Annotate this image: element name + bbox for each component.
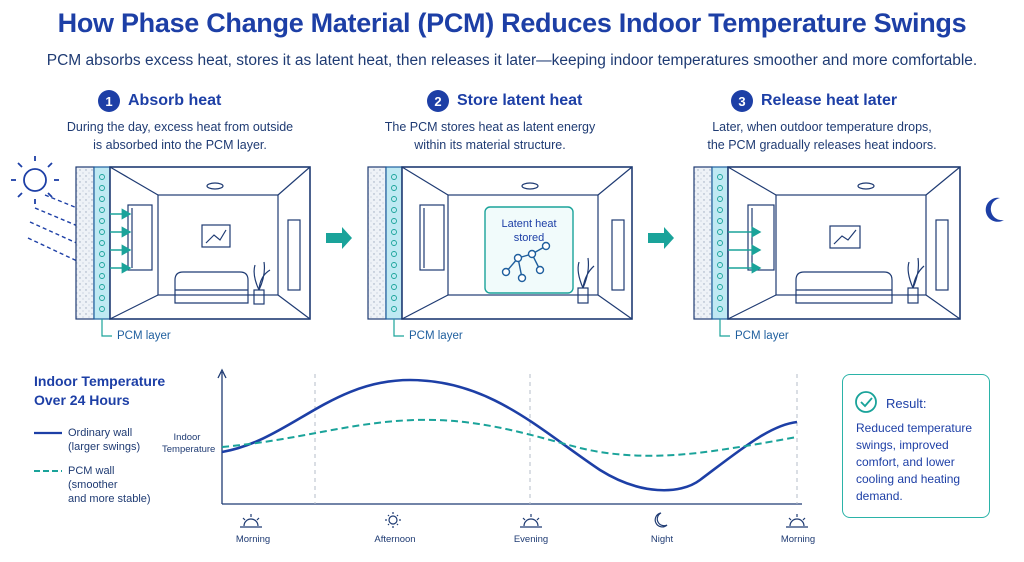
step-3-heading: 3 Release heat later: [731, 90, 897, 112]
pcm-layer-label-3: PCM layer: [735, 330, 789, 342]
chart-title-line: Indoor Temperature: [34, 373, 166, 389]
pcm-layer-label-2: PCM layer: [409, 330, 463, 342]
step-3-description: Later, when outdoor temperature drops, t…: [672, 118, 972, 154]
legend-line: (larger swings): [68, 441, 141, 453]
latent-heat-line: Latent heat: [501, 218, 557, 230]
step-1-desc-line: During the day, excess heat from outside: [66, 120, 294, 134]
room-3: [693, 166, 961, 337]
y-axis-label-line: Indoor: [173, 432, 201, 443]
page-title: How Phase Change Material (PCM) Reduces …: [57, 8, 967, 38]
legend-line: PCM wall: [68, 465, 115, 477]
moon-icon: [654, 512, 668, 528]
pcm-wall-curve: [221, 418, 798, 457]
y-axis-arrow: [217, 368, 227, 379]
step-2-description: The PCM stores heat as latent energy wit…: [340, 118, 640, 154]
step-2-number: 2: [427, 90, 449, 112]
legend-swatch-pcm: [34, 470, 62, 472]
result-box: [842, 374, 990, 518]
step-1-heading: 1 Absorb heat: [98, 90, 221, 112]
step-3-desc-line: the PCM gradually releases heat indoors.: [707, 138, 937, 152]
step-3-title: Release heat later: [761, 92, 898, 109]
step-3-desc-line: Later, when outdoor temperature drops,: [712, 120, 932, 134]
x-tick-label: Evening: [513, 534, 549, 545]
ordinary-wall-curve: [221, 378, 798, 492]
step-2-heading: 2 Store latent heat: [427, 90, 582, 112]
result-title: Result:: [886, 396, 927, 411]
pcm-layer-label-1: PCM layer: [117, 330, 171, 342]
result-text: Reduced temperature swings, improved com…: [856, 421, 973, 503]
x-tick-label: Night: [650, 534, 674, 545]
room-1: [75, 166, 311, 337]
x-tick-label: Morning: [235, 534, 271, 545]
moon-icon: [985, 197, 1004, 222]
sunrise-icon: [240, 514, 262, 528]
flow-arrow-2: [648, 227, 674, 249]
page-subtitle: PCM absorbs excess heat, stores it as la…: [46, 52, 978, 69]
room-2: [367, 166, 633, 337]
legend-line: (smoother: [68, 479, 118, 491]
step-1-desc-line: is absorbed into the PCM layer.: [93, 138, 267, 152]
step-1-number: 1: [98, 90, 120, 112]
legend-line: Ordinary wall: [68, 427, 133, 439]
x-tick-label: Morning: [780, 534, 816, 545]
y-axis-label-line: Temperature: [162, 444, 216, 455]
chart-title-line: Over 24 Hours: [34, 392, 130, 408]
step-2-title: Store latent heat: [457, 92, 583, 109]
flow-arrow-1: [326, 227, 352, 249]
step-1-title: Absorb heat: [128, 92, 222, 109]
legend-pcm-wall: PCM wall (smoother and more stable): [68, 464, 151, 506]
legend-ordinary-wall: Ordinary wall (larger swings): [68, 426, 140, 454]
step-2-desc-line: within its material structure.: [414, 138, 566, 152]
sunset-icon: [520, 514, 542, 528]
latent-heat-line: stored: [513, 232, 545, 244]
result-check-icon: [855, 391, 877, 413]
sun-icon: [385, 512, 401, 528]
y-axis-label: Indoor Temperature: [162, 432, 216, 456]
step-3-number: 3: [731, 90, 753, 112]
x-tick-label: Afternoon: [374, 534, 416, 545]
sunrise-icon: [786, 514, 808, 528]
latent-heat-box-label: Latent heat stored: [485, 217, 573, 245]
step-1-description: During the day, excess heat from outside…: [30, 118, 330, 154]
step-2-desc-line: The PCM stores heat as latent energy: [384, 120, 596, 134]
legend-swatch-ordinary: [34, 431, 62, 435]
chart-title: Indoor Temperature Over 24 Hours: [34, 372, 184, 410]
sun-icon: [11, 156, 59, 204]
legend-line: and more stable): [68, 493, 151, 505]
